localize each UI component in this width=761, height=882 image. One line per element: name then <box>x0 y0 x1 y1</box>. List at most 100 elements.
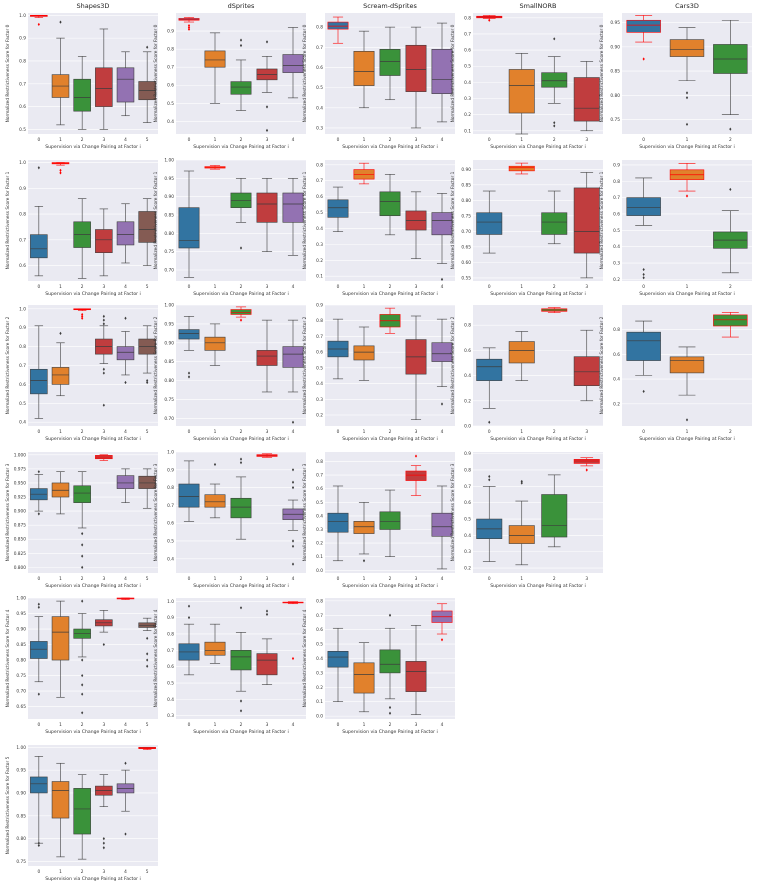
y-tick-label: 0.4 <box>464 373 471 379</box>
y-tick-label: 0.7 <box>316 334 323 340</box>
y-tick-label: 0.75 <box>16 673 26 679</box>
y-tick-label: 0.7 <box>167 503 174 509</box>
y-tick-label: 0.850 <box>14 537 27 543</box>
y-tick-label: 0.90 <box>610 44 620 50</box>
x-axis-label: Supervision via Change Pairing at Factor… <box>45 729 141 735</box>
outlier-point <box>291 539 295 543</box>
x-tick-label: 3 <box>415 137 418 143</box>
box-1 <box>204 32 226 104</box>
y-tick-label: 0.2 <box>613 277 620 283</box>
x-tick-label: 0 <box>337 576 340 582</box>
x-tick-label: 3 <box>415 284 418 290</box>
box-1 <box>353 642 375 713</box>
x-tick-label: 2 <box>81 137 84 143</box>
y-tick-label: 0.1 <box>464 128 471 134</box>
x-tick-label: 3 <box>102 576 105 582</box>
iqr-box <box>256 192 278 223</box>
box-1 <box>204 165 226 170</box>
iqr-box <box>30 368 48 395</box>
x-tick-label: 1 <box>214 284 217 290</box>
x-tick-label: 1 <box>59 284 62 290</box>
box-0 <box>327 485 349 562</box>
outlier-point <box>102 846 105 850</box>
iqr-box <box>379 48 401 76</box>
y-tick-label: 0.95 <box>16 768 26 774</box>
box-1 <box>508 331 535 381</box>
x-tick-label: 4 <box>124 284 127 290</box>
outlier-point <box>642 276 645 280</box>
iqr-box <box>30 776 48 794</box>
x-tick-label: 0 <box>188 576 191 582</box>
box-5 <box>138 325 156 385</box>
subplot-shapes3d-factor-1: 0.6 0.7 0.8 0.9 1.0 0 1 2 3 4 5 Supervision via Cha… <box>5 160 158 297</box>
y-tick-label: 0.5 <box>316 500 323 506</box>
x-tick-label: 4 <box>441 722 444 728</box>
box-0 <box>626 177 661 280</box>
x-tick-label: 2 <box>81 869 84 875</box>
iqr-box <box>508 341 535 364</box>
x-tick-label: 1 <box>520 576 523 582</box>
outlier-point <box>59 331 62 335</box>
y-tick-label: 1.0 <box>19 160 26 166</box>
box-0 <box>30 756 48 848</box>
iqr-box <box>669 39 705 57</box>
outlier-point <box>388 613 392 617</box>
box-2 <box>379 26 401 101</box>
iqr-box <box>256 350 278 366</box>
outlier-point <box>37 843 40 848</box>
y-tick-label: 0.4 <box>167 697 174 703</box>
x-tick-label: 0 <box>37 284 40 290</box>
outlier-point <box>239 318 243 322</box>
y-tick-label: 0.95 <box>164 176 174 182</box>
box-0 <box>30 325 48 419</box>
x-tick-label: 1 <box>363 576 366 582</box>
x-axis-label: Supervision via Change Pairing at Factor… <box>639 291 735 297</box>
outlier-point <box>124 380 127 385</box>
x-tick-label: 3 <box>102 722 105 728</box>
box-4 <box>282 601 304 661</box>
y-tick-label: 0.85 <box>16 642 26 648</box>
x-axis-label: Supervision via Change Pairing at Factor… <box>45 291 141 297</box>
y-tick-label: 0.4 <box>167 119 174 125</box>
y-tick-label: 0.4 <box>316 656 323 662</box>
y-axis-label: Normalized Restrictiveness Score for Fac… <box>153 24 159 122</box>
outlier-point <box>187 616 191 620</box>
iqr-box <box>116 221 135 246</box>
y-tick-label: 0.7 <box>464 484 471 490</box>
outlier-point <box>239 43 243 48</box>
y-tick-label: 0.5 <box>613 228 620 234</box>
box-5 <box>138 468 156 509</box>
outlier-point <box>81 673 84 678</box>
box-1 <box>353 326 375 381</box>
outlier-point <box>81 314 84 318</box>
outlier-point <box>265 612 269 616</box>
iqr-box <box>204 50 226 68</box>
y-tick-label: 0.2 <box>464 112 471 118</box>
y-tick-label: 0.5 <box>316 365 323 371</box>
x-tick-label: 1 <box>214 429 217 435</box>
box-2 <box>713 19 748 131</box>
x-tick-label: 0 <box>37 869 40 875</box>
box-1 <box>51 762 70 858</box>
iqr-box <box>51 367 70 385</box>
outlier-point <box>102 837 105 841</box>
box-0 <box>30 14 48 27</box>
x-tick-label: 1 <box>363 429 366 435</box>
box-0 <box>30 166 48 277</box>
box-1 <box>353 30 375 109</box>
x-tick-label: 0 <box>188 722 191 728</box>
x-tick-label: 1 <box>59 137 62 143</box>
outlier-point <box>124 761 127 765</box>
outlier-point <box>685 122 689 126</box>
outlier-point <box>187 24 191 28</box>
box-2 <box>379 613 401 715</box>
outlier-point <box>520 479 523 484</box>
plot-area <box>28 745 158 866</box>
y-tick-label: 0.4 <box>316 381 323 387</box>
y-tick-label: 0.5 <box>464 64 471 70</box>
y-tick-label: 0.6 <box>19 263 26 269</box>
iqr-box <box>573 187 600 254</box>
y-tick-label: 0.8 <box>167 631 174 637</box>
x-tick-label: 1 <box>59 722 62 728</box>
